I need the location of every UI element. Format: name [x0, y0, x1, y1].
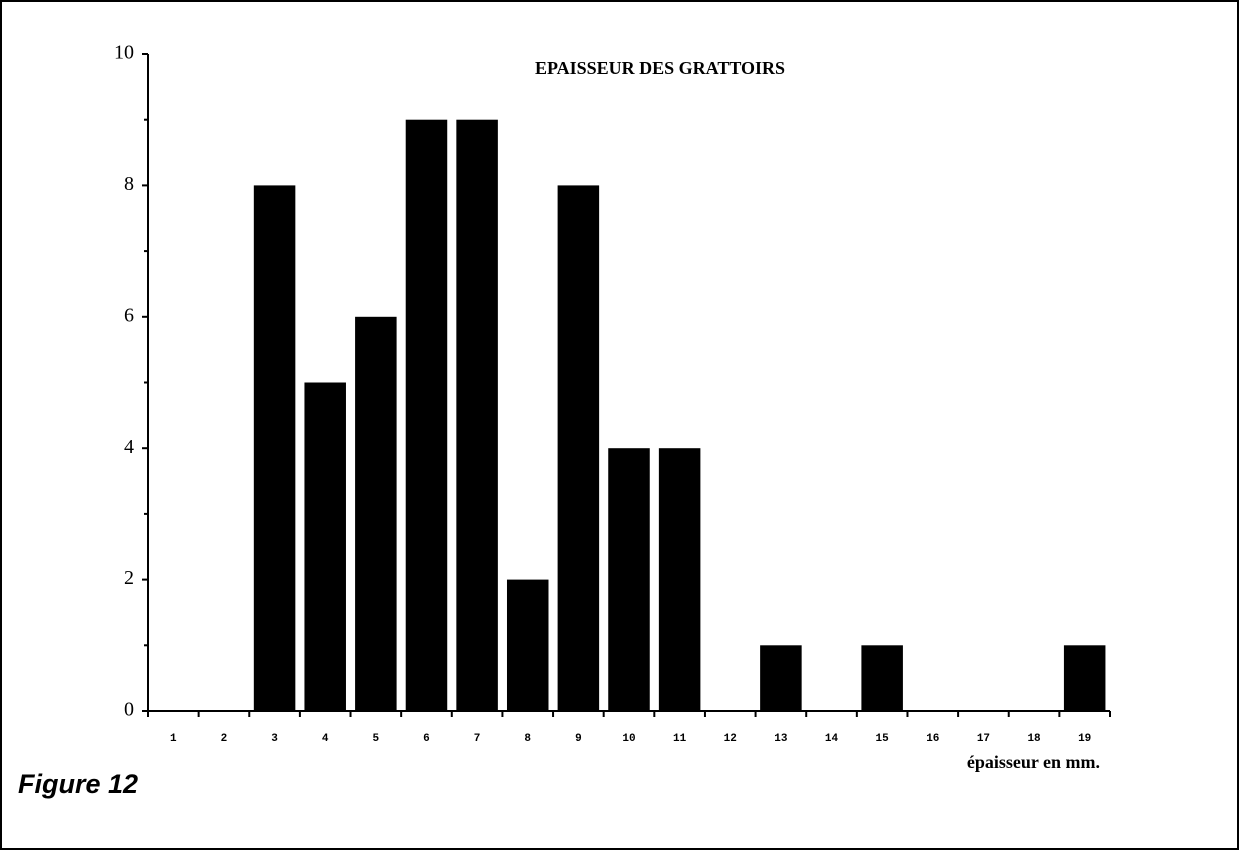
x-tick-label: 1	[170, 733, 177, 745]
chart-title: EPAISSEUR DES GRATTOIRS	[535, 58, 785, 78]
y-tick-label: 10	[114, 42, 134, 64]
x-tick-label: 5	[373, 733, 380, 745]
bar	[456, 119, 498, 711]
x-tick-label: 18	[1027, 733, 1041, 745]
bar	[304, 382, 346, 711]
x-tick-label: 10	[622, 733, 635, 745]
bar	[355, 316, 397, 711]
y-tick-label: 0	[124, 699, 134, 721]
bar	[506, 579, 549, 711]
x-axis-label: épaisseur en mm.	[967, 752, 1100, 772]
x-tick-label: 12	[724, 733, 737, 745]
bar	[557, 185, 600, 711]
bar	[861, 645, 903, 711]
y-tick-label: 4	[124, 436, 134, 458]
x-tick-label: 11	[673, 733, 687, 745]
bar	[405, 119, 448, 711]
x-tick-label: 3	[271, 733, 278, 745]
y-tick-label: 6	[124, 304, 134, 326]
bar	[608, 448, 650, 711]
bar	[253, 185, 296, 711]
y-tick-label: 2	[124, 567, 134, 589]
x-tick-label: 4	[322, 733, 329, 745]
x-tick-label: 15	[876, 733, 890, 745]
x-tick-label: 2	[221, 733, 228, 745]
x-tick-label: 9	[575, 733, 582, 745]
x-tick-label: 14	[825, 733, 839, 745]
figure-label: Figure 12	[18, 769, 138, 799]
x-tick-label: 13	[774, 733, 788, 745]
bar	[760, 645, 802, 711]
x-tick-label: 6	[423, 733, 430, 745]
x-tick-label: 16	[926, 733, 939, 745]
x-tick-label: 19	[1078, 733, 1091, 745]
y-tick-label: 8	[124, 173, 134, 195]
bar	[1063, 645, 1106, 711]
x-tick-label: 8	[524, 733, 531, 745]
x-tick-label: 17	[977, 733, 990, 745]
x-tick-label: 7	[474, 733, 481, 745]
bar	[658, 448, 701, 711]
